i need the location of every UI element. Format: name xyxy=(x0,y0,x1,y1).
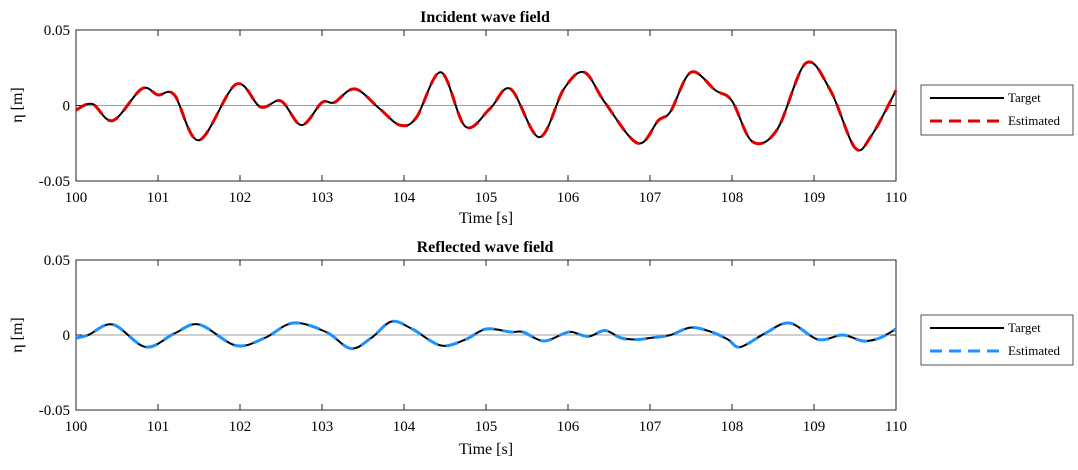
y-tick-label: 0.05 xyxy=(44,23,70,39)
legend: Target Estimated xyxy=(920,84,1074,136)
x-tick-label: 106 xyxy=(557,190,580,206)
legend-box xyxy=(920,314,1074,366)
x-tick-label: 104 xyxy=(393,190,416,206)
legend-label-estimated: Estimated xyxy=(1008,113,1060,128)
chart-title: Incident wave field xyxy=(420,9,550,26)
y-tick-label: 0 xyxy=(63,99,71,115)
x-tick-label: 103 xyxy=(311,419,334,435)
x-axis: 100 101 102 103 104 105 106 107 108 109 110 xyxy=(65,260,907,435)
y-tick-label: 0.05 xyxy=(44,253,70,269)
chart-title: Reflected wave field xyxy=(417,239,554,256)
y-tick-label: -0.05 xyxy=(39,174,70,190)
x-axis-label: Time [s] xyxy=(459,441,513,458)
x-tick-label: 101 xyxy=(147,190,170,206)
y-axis-label: η [m] xyxy=(9,87,26,122)
x-tick-label: 100 xyxy=(65,190,88,206)
x-tick-label: 109 xyxy=(803,190,826,206)
y-tick-label: -0.05 xyxy=(39,403,70,419)
x-tick-label: 110 xyxy=(885,419,907,435)
x-tick-label: 102 xyxy=(229,419,252,435)
x-tick-label: 108 xyxy=(721,419,744,435)
x-axis: 100 101 102 103 104 105 106 107 108 109 110 xyxy=(65,30,907,206)
series-line-estimated xyxy=(75,60,898,152)
x-tick-label: 105 xyxy=(475,190,498,206)
x-axis-label: Time [s] xyxy=(459,210,513,227)
x-tick-label: 103 xyxy=(311,190,334,206)
legend-label-target: Target xyxy=(1008,320,1041,335)
y-tick-label: 0 xyxy=(63,328,71,344)
y-axis: 0.05 0 -0.05 xyxy=(39,23,896,190)
x-tick-label: 107 xyxy=(639,190,662,206)
panel-incident: Incident wave field 100 101 102 103 104 105 10… xyxy=(9,9,1074,227)
x-tick-label: 104 xyxy=(393,419,416,435)
x-tick-label: 100 xyxy=(65,419,88,435)
series-line-estimated xyxy=(75,319,897,351)
x-tick-label: 110 xyxy=(885,190,907,206)
series-group xyxy=(75,319,897,351)
legend-label-estimated: Estimated xyxy=(1008,343,1060,358)
x-tick-label: 101 xyxy=(147,419,170,435)
legend-box xyxy=(920,84,1074,136)
legend-label-target: Target xyxy=(1008,90,1041,105)
x-tick-label: 108 xyxy=(721,190,744,206)
legend: Target Estimated xyxy=(920,314,1074,366)
x-tick-label: 105 xyxy=(475,419,498,435)
x-tick-label: 106 xyxy=(557,419,580,435)
series-group xyxy=(75,60,898,152)
x-tick-label: 102 xyxy=(229,190,252,206)
y-axis: 0.05 0 -0.05 xyxy=(39,253,896,419)
x-tick-label: 109 xyxy=(803,419,826,435)
y-axis-label: η [m] xyxy=(9,317,26,352)
x-tick-label: 107 xyxy=(639,419,662,435)
panel-reflected: Reflected wave field 100 101 102 103 104 105 1… xyxy=(9,239,1074,458)
